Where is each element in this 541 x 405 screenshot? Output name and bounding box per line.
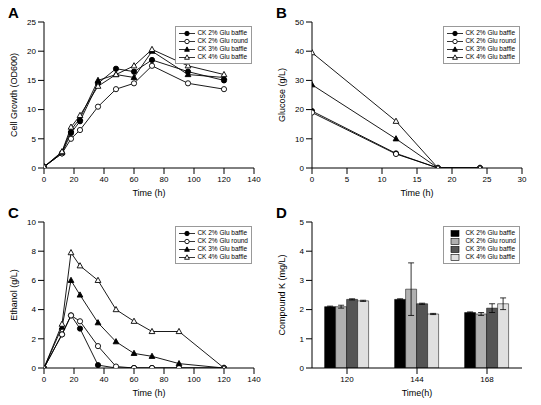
svg-text:Cell Growth (OD600): Cell Growth (OD600) [9, 53, 19, 137]
svg-text:20: 20 [295, 105, 304, 114]
svg-text:Time(h): Time(h) [402, 388, 433, 398]
svg-text:25: 25 [27, 18, 36, 27]
svg-text:0: 0 [310, 175, 315, 184]
svg-text:120: 120 [340, 375, 354, 384]
svg-text:144: 144 [410, 375, 424, 384]
svg-text:4: 4 [32, 305, 37, 314]
svg-text:5: 5 [32, 135, 37, 144]
svg-text:100: 100 [187, 375, 201, 384]
svg-text:60: 60 [130, 175, 139, 184]
svg-text:80: 80 [160, 375, 169, 384]
svg-text:40: 40 [100, 375, 109, 384]
svg-text:80: 80 [160, 175, 169, 184]
svg-text:Glucose (g/L): Glucose (g/L) [277, 68, 287, 122]
html-text:C: C [8, 204, 19, 221]
svg-text:5: 5 [345, 175, 350, 184]
svg-text:0: 0 [300, 164, 305, 173]
svg-text:0: 0 [42, 375, 47, 384]
svg-text:10: 10 [378, 175, 387, 184]
html-text:CK 2% Glu baffle: CK 2% Glu baffle [197, 229, 248, 236]
svg-text:120: 120 [217, 175, 231, 184]
html-text:CK 2% Glu round: CK 2% Glu round [197, 237, 248, 244]
html-text:CK 4% Glu baffle: CK 4% Glu baffle [465, 53, 516, 60]
svg-text:15: 15 [27, 76, 36, 85]
svg-text:Ethanol (g/L): Ethanol (g/L) [9, 269, 19, 321]
svg-text:0: 0 [300, 364, 305, 373]
svg-text:5: 5 [300, 218, 305, 227]
svg-text:0: 0 [42, 175, 47, 184]
html-text:CK 2% Glu baffle: CK 2% Glu baffle [465, 29, 516, 36]
html-text:CK 4% Glu baffle: CK 4% Glu baffle [465, 253, 516, 260]
svg-text:Compound K (mg/L): Compound K (mg/L) [277, 254, 287, 335]
svg-text:3: 3 [300, 276, 305, 285]
svg-text:30: 30 [295, 76, 304, 85]
svg-text:2: 2 [300, 305, 305, 314]
svg-text:6: 6 [32, 276, 37, 285]
svg-text:140: 140 [247, 375, 261, 384]
svg-text:60: 60 [130, 375, 139, 384]
html-text:CK 4% Glu baffle: CK 4% Glu baffle [197, 53, 248, 60]
svg-text:Time (h): Time (h) [400, 188, 433, 198]
svg-text:4: 4 [300, 247, 305, 256]
svg-text:120: 120 [217, 375, 231, 384]
svg-text:0: 0 [32, 364, 37, 373]
svg-text:10: 10 [27, 218, 36, 227]
svg-text:Time (h): Time (h) [132, 188, 165, 198]
svg-text:140: 140 [247, 175, 261, 184]
svg-text:2: 2 [32, 335, 37, 344]
svg-text:15: 15 [413, 175, 422, 184]
html-text:CK 3% Glu baffle: CK 3% Glu baffle [465, 245, 516, 252]
svg-text:168: 168 [480, 375, 494, 384]
svg-text:20: 20 [70, 375, 79, 384]
html-text:CK 2% Glu round: CK 2% Glu round [465, 37, 516, 44]
svg-text:20: 20 [27, 47, 36, 56]
html-text:CK 2% Glu baffle: CK 2% Glu baffle [465, 229, 516, 236]
svg-text:25: 25 [483, 175, 492, 184]
html-text:CK 2% Glu baffle: CK 2% Glu baffle [197, 29, 248, 36]
html-text:CK 2% Glu round: CK 2% Glu round [465, 237, 516, 244]
svg-text:50: 50 [295, 18, 304, 27]
svg-text:8: 8 [32, 247, 37, 256]
svg-text:10: 10 [295, 135, 304, 144]
html-text:D: D [276, 204, 287, 221]
html-text:CK 2% Glu round: CK 2% Glu round [197, 37, 248, 44]
svg-text:10: 10 [27, 105, 36, 114]
svg-text:30: 30 [518, 175, 527, 184]
html-text:CK 3% Glu baffle: CK 3% Glu baffle [197, 45, 248, 52]
svg-text:0: 0 [32, 164, 37, 173]
svg-text:100: 100 [187, 175, 201, 184]
html-text:CK 3% Glu baffle: CK 3% Glu baffle [465, 45, 516, 52]
svg-text:20: 20 [70, 175, 79, 184]
html-text:B: B [276, 4, 287, 21]
svg-text:1: 1 [300, 335, 305, 344]
svg-text:20: 20 [448, 175, 457, 184]
svg-text:Time (h): Time (h) [132, 388, 165, 398]
svg-text:40: 40 [295, 47, 304, 56]
svg-text:40: 40 [100, 175, 109, 184]
html-text:CK 4% Glu baffle: CK 4% Glu baffle [197, 253, 248, 260]
html-text:A: A [8, 4, 19, 21]
html-text:CK 3% Glu baffle: CK 3% Glu baffle [197, 245, 248, 252]
